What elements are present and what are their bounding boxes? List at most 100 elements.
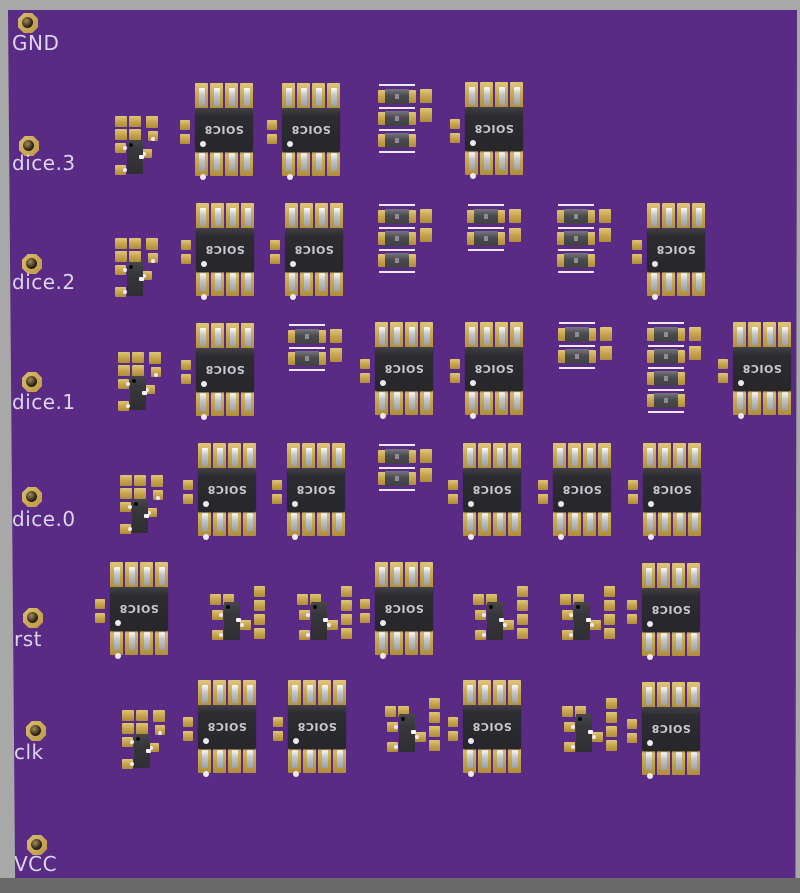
silkscreen-line [648,345,684,347]
hole-bore [27,612,38,623]
mounting-hole-vcc [27,835,47,855]
smd-pad [288,680,301,707]
smd-pad [495,82,508,109]
diode [378,470,416,491]
chip-lead [337,750,343,768]
pin1-marker [647,740,653,746]
smd-pad [198,443,211,470]
chip-lead [484,87,490,105]
pin1-dot [578,717,582,721]
silkscreen-dot [470,173,476,179]
pin1-dot [489,605,493,609]
chip-lead [484,392,490,410]
smd-pad [297,594,308,605]
solder-dot [219,613,223,617]
pin1-marker [468,501,474,507]
pin1-dot [136,737,140,741]
smd-pad [493,443,506,470]
smd-pad [223,594,234,605]
smd-pad [589,620,601,630]
smd-pad [658,443,671,470]
smd-pad [330,269,343,296]
diode-group [378,84,434,154]
chip-lead [752,327,758,345]
smd-pad [151,475,163,487]
diode-mark [305,334,309,339]
lead-stub [146,749,151,753]
smd-pad [429,740,440,751]
smd-pad [317,509,330,536]
smd-pad [225,149,238,176]
chip-body: SOIC8 [553,468,611,512]
silkscreen-dot [380,413,386,419]
chip-lead [467,685,473,703]
smd-pad [733,322,746,349]
chip-body: SOIC8 [465,347,523,391]
chip-lead [230,273,236,291]
chip-lead [316,153,322,171]
chip-lead [217,750,223,768]
smd-pad [718,373,728,383]
chip-lead [651,273,657,291]
chip-lead [306,448,312,466]
chip-lead [214,153,220,171]
diode-cap [318,330,326,343]
chip-lead [379,327,385,345]
smd-pad [465,148,478,175]
smd-pad [300,269,313,296]
smd-pad [672,682,685,709]
smd-pad [226,323,239,350]
smd-pad [420,388,433,415]
smd-pad [478,443,491,470]
solder-dot [571,725,575,729]
lead-stub [144,514,149,518]
chip-lead [752,392,758,410]
sot23-transistor [576,714,593,752]
pin1-dot [401,717,405,721]
smd-pad [196,269,209,296]
smd-pad [241,203,254,230]
pin1-marker [287,141,293,147]
smd-pad [604,600,615,611]
silkscreen-dot [115,653,121,659]
smd-pad [141,149,152,158]
smd-pad [118,365,130,376]
smd-pad [228,443,241,470]
chip-body: SOIC8 [196,228,254,272]
smd-pad [327,149,340,176]
smd-pad [748,388,761,415]
soic8-chip: SOIC8 [272,443,345,540]
smd-pad [564,742,575,752]
chip-lead [514,152,520,170]
smd-pad [562,630,573,640]
diode-mark [395,94,399,99]
lead-stub [139,155,144,159]
chip-lead [469,392,475,410]
diode-cap [467,232,475,245]
smd-pad [628,494,638,504]
smd-pad [115,129,127,140]
pin1-marker [468,738,474,744]
chip-body: SOIC8 [375,587,433,631]
diode-cap [558,350,566,363]
smd-pad [254,628,265,639]
smd-pad [375,628,388,655]
diode-mark [395,258,399,263]
pin1-dot [313,605,317,609]
smd-pad [254,614,265,625]
diode [378,230,416,251]
smd-pad [270,254,280,264]
chip-lead [646,687,652,705]
pin1-marker [293,738,299,744]
chip-lead [467,448,473,466]
pcb-board[interactable]: GND dice.3 dice.2 dice.1 dice.0 rst clk VCC SOIC… [8,10,797,879]
smd-pad [195,83,208,110]
chip-lead [291,513,297,531]
pin1-dot [226,605,230,609]
smd-pad [600,327,612,341]
smd-pad [196,203,209,230]
smd-pad [118,379,129,389]
chip-lead [202,750,208,768]
chip-lead [666,273,672,291]
